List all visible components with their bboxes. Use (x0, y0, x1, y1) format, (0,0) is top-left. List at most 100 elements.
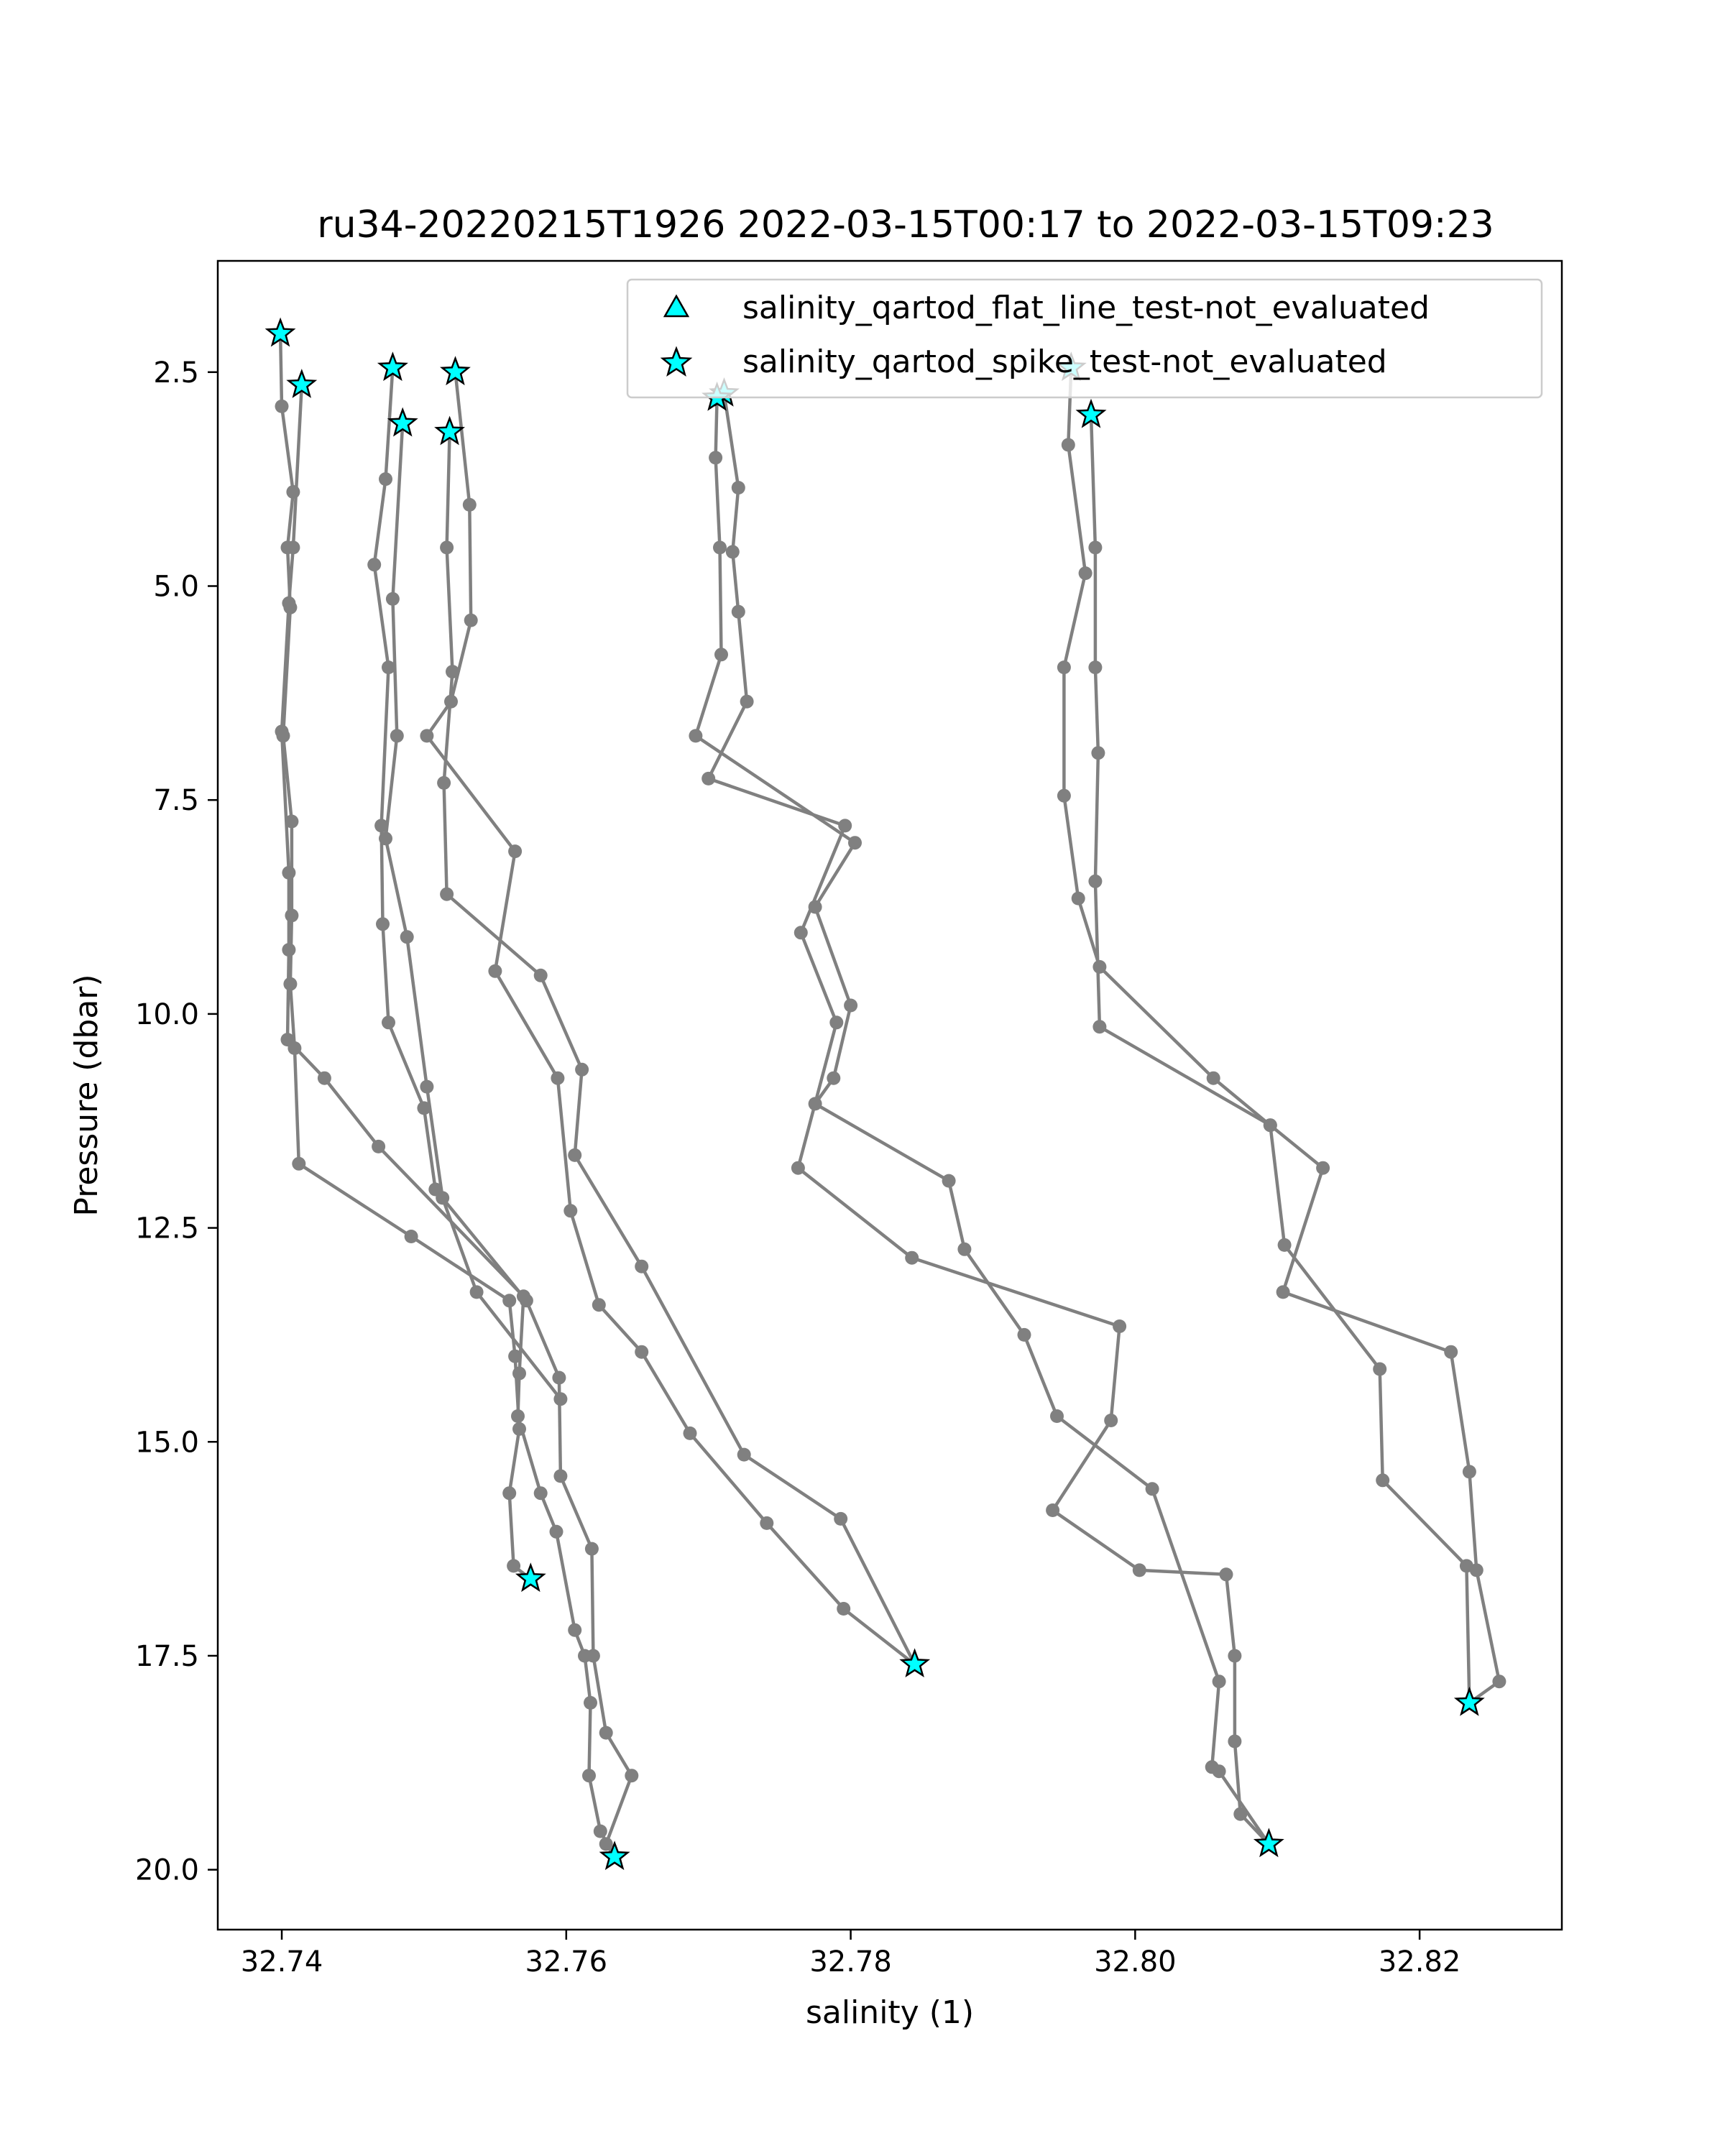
legend-box (626, 278, 1543, 399)
y-tick-label: 12.5 (135, 1212, 199, 1245)
data-point (1057, 660, 1071, 675)
y-tick-label: 7.5 (153, 784, 199, 817)
data-point (568, 1148, 582, 1162)
data-point (1088, 540, 1103, 555)
data-point (586, 1649, 600, 1663)
data-point (584, 1695, 597, 1710)
data-point (508, 844, 523, 859)
data-point (282, 865, 296, 880)
data-point (1462, 1465, 1476, 1479)
data-point (390, 729, 404, 743)
star-marker (599, 1841, 630, 1871)
data-point (283, 977, 298, 991)
data-point (436, 1191, 450, 1205)
y-tick-label: 15.0 (135, 1426, 199, 1459)
data-point (1277, 1238, 1292, 1252)
data-point (1046, 1503, 1060, 1517)
data-point (292, 1156, 306, 1171)
data-point (502, 1486, 517, 1501)
star-marker (1253, 1828, 1284, 1858)
data-point (374, 819, 389, 833)
data-point (1057, 788, 1071, 803)
data-point (440, 887, 454, 901)
x-tick-label: 32.82 (1379, 1945, 1461, 1978)
data-point (1263, 1118, 1277, 1133)
data-point (584, 1542, 599, 1556)
data-point (709, 451, 723, 465)
data-point (379, 831, 392, 846)
data-point (1061, 438, 1075, 452)
data-point (533, 1486, 548, 1501)
star-marker (264, 317, 296, 347)
data-point (464, 613, 478, 627)
data-point (794, 926, 808, 940)
axes-frame (216, 259, 1563, 1931)
data-point (519, 1294, 533, 1308)
legend-triangle-icon (663, 294, 690, 318)
data-point (379, 472, 392, 487)
data-point (731, 604, 745, 619)
y-axis: 2.5 5.0 7.5 10.0 12.5 15.0 17.5 20.0 (135, 356, 218, 1887)
series-line (280, 384, 617, 1858)
y-axis-label: Pressure (dbar) (68, 974, 105, 1216)
data-point (731, 481, 745, 495)
data-point (552, 1370, 566, 1385)
data-point (404, 1230, 418, 1243)
data-point (625, 1769, 639, 1783)
data-point (372, 1139, 386, 1153)
data-point (1492, 1674, 1506, 1689)
legend: salinity_qartod_flat_line_test-not_evalu… (626, 278, 1543, 399)
series-line (1062, 367, 1471, 1703)
data-point (275, 399, 289, 413)
data-point (593, 1824, 607, 1838)
data-point (1145, 1482, 1159, 1496)
data-point (1091, 746, 1105, 760)
data-point (1444, 1345, 1458, 1359)
data-point (827, 1071, 841, 1085)
data-point (689, 729, 703, 743)
data-point (957, 1242, 972, 1256)
series-7 (702, 387, 1276, 1851)
data-point (829, 1015, 844, 1030)
data-point (1228, 1734, 1242, 1749)
data-point (285, 908, 299, 923)
legend-star-shape (660, 346, 693, 377)
star-marker (515, 1562, 546, 1593)
data-point (791, 1161, 805, 1175)
data-point (599, 1726, 613, 1740)
data-point (502, 1294, 517, 1308)
data-point (740, 694, 754, 709)
data-point (702, 771, 716, 786)
data-point (440, 540, 454, 555)
plot-area (264, 317, 1506, 1871)
data-point (469, 1285, 484, 1299)
data-point (808, 900, 822, 914)
data-point (575, 1062, 589, 1077)
data-point (462, 497, 477, 512)
data-point (834, 1511, 848, 1526)
data-point (1088, 660, 1103, 675)
data-point (1212, 1674, 1226, 1689)
data-point (1212, 1764, 1226, 1779)
legend-star-icon (660, 346, 693, 377)
x-tick-label: 32.80 (1094, 1945, 1177, 1978)
data-point (533, 968, 548, 982)
data-point (282, 943, 296, 957)
data-point (714, 648, 728, 662)
data-point (382, 660, 395, 675)
series-8 (689, 391, 1276, 1851)
data-point (837, 1602, 851, 1616)
star-marker (899, 1648, 931, 1678)
y-tick-label: 10.0 (135, 998, 199, 1031)
data-point (280, 1033, 295, 1047)
y-tick-label: 2.5 (153, 356, 199, 390)
data-point (420, 729, 434, 743)
data-point (1276, 1285, 1290, 1299)
data-point (488, 964, 502, 978)
data-point (385, 591, 400, 606)
data-point (592, 1298, 606, 1312)
data-point (285, 814, 299, 829)
data-point (905, 1250, 919, 1265)
data-point (367, 558, 382, 572)
